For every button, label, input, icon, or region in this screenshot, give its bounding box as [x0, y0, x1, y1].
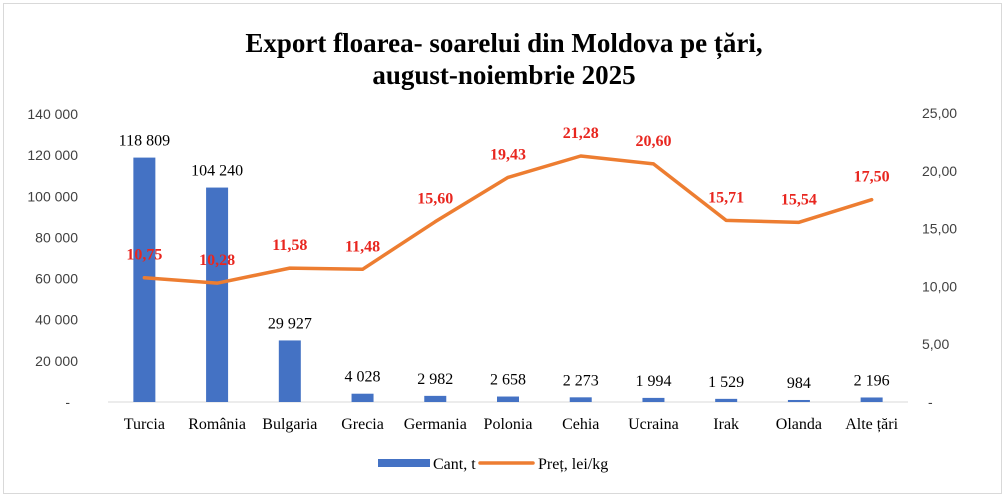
- chart-border: [3, 3, 1002, 494]
- bar-data-label: 984: [787, 375, 811, 392]
- price-point: [724, 218, 728, 222]
- price-point: [288, 266, 292, 270]
- price-point: [579, 154, 583, 158]
- bar-data-label: 2 196: [854, 372, 890, 389]
- x-tick-label: Grecia: [341, 416, 384, 433]
- price-point: [506, 175, 510, 179]
- bar: [351, 393, 374, 402]
- y-left-tick-label: 100 000: [27, 188, 78, 204]
- x-tick-label: Cehia: [562, 416, 599, 433]
- price-line: [142, 154, 874, 285]
- bar-data-label: 29 927: [268, 315, 312, 332]
- y-left-tick-label: 40 000: [35, 312, 78, 328]
- bar-data-label: 1 529: [708, 374, 744, 391]
- y-left-tick-label: 80 000: [35, 229, 78, 245]
- price-data-label: 17,50: [854, 169, 890, 186]
- y-left-tick-label: -: [65, 394, 70, 410]
- price-point: [215, 281, 219, 285]
- y-right-tick-label: 5,00: [922, 336, 949, 352]
- price-data-label: 11,48: [345, 238, 380, 255]
- price-data-label: 10,28: [199, 252, 235, 269]
- price-point: [651, 162, 655, 166]
- bar: [569, 397, 592, 402]
- chart-title-line-2: august-noiembrie 2025: [372, 60, 636, 90]
- legend-bar-label: Cant, t: [433, 456, 476, 473]
- x-tick-label: Ucraina: [628, 416, 679, 433]
- price-data-label: 11,58: [272, 237, 307, 254]
- x-tick-label: România: [188, 416, 246, 433]
- bar: [133, 157, 156, 402]
- price-point: [797, 220, 801, 224]
- bar-data-label: 1 994: [635, 373, 671, 390]
- x-tick-label: Alte țări: [845, 416, 898, 433]
- price-data-label: 15,54: [781, 191, 817, 208]
- bar: [278, 340, 301, 402]
- x-tick-label: Turcia: [124, 416, 165, 433]
- bar-data-label: 4 028: [345, 369, 381, 386]
- y-left-tick-label: 120 000: [27, 147, 78, 163]
- price-data-label: 20,60: [635, 133, 671, 150]
- legend-line-label: Preț, lei/kg: [538, 456, 608, 473]
- bar: [715, 398, 738, 402]
- bar: [497, 396, 519, 402]
- price-point: [433, 220, 437, 224]
- price-data-label: 19,43: [490, 146, 526, 163]
- bar-data-label: 118 809: [119, 133, 170, 150]
- y-left-tick-label: 60 000: [35, 271, 78, 287]
- y-right-tick-label: 20,00: [922, 163, 957, 179]
- price-data-label: 15,71: [708, 189, 744, 206]
- bar: [860, 397, 883, 402]
- y-right-tick-label: 25,00: [922, 105, 957, 121]
- x-tick-label: Germania: [404, 416, 467, 433]
- y-left-tick-label: 140 000: [27, 106, 78, 122]
- x-tick-label: Polonia: [484, 416, 533, 433]
- price-point: [870, 198, 874, 202]
- x-tick-label: Olanda: [776, 416, 822, 433]
- chart-title-line-1: Export floarea- soarelui din Moldova pe …: [245, 28, 763, 58]
- y-right-tick-label: -: [928, 394, 933, 410]
- legend-bar-swatch: [378, 459, 430, 467]
- bar: [206, 187, 229, 402]
- price-data-label: 21,28: [563, 125, 599, 142]
- price-data-label: 10,75: [126, 247, 162, 264]
- y-left-tick-label: 20 000: [35, 353, 78, 369]
- bar-data-label: 2 982: [417, 371, 453, 388]
- y-right-tick-label: 15,00: [922, 221, 957, 237]
- bar-data-label: 2 658: [490, 372, 526, 389]
- price-point: [361, 267, 365, 271]
- bar: [424, 395, 447, 402]
- bar-data-label: 2 273: [563, 372, 599, 389]
- price-data-label: 15,60: [417, 191, 453, 208]
- y-right-tick-label: 10,00: [922, 278, 957, 294]
- price-point: [142, 276, 146, 280]
- bar: [642, 397, 665, 402]
- x-tick-label: Irak: [713, 416, 739, 433]
- bar-data-label: 104 240: [191, 163, 243, 180]
- x-tick-label: Bulgaria: [262, 416, 317, 433]
- bar: [787, 399, 810, 402]
